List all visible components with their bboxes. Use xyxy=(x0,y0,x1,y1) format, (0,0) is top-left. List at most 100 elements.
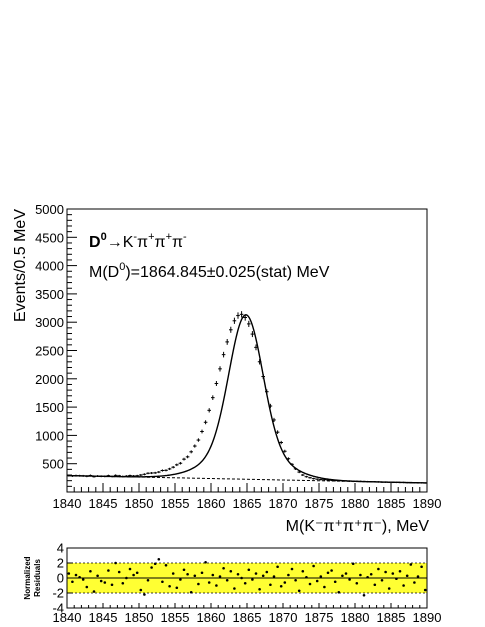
data-point xyxy=(243,314,247,321)
y-tick-label: 5000 xyxy=(35,202,64,217)
data-point xyxy=(74,474,78,477)
residual-x-tick-label: 1850 xyxy=(125,610,154,625)
residual-point xyxy=(387,587,391,590)
mass-part-value: )=1864.845±0.025(stat) MeV xyxy=(125,264,329,281)
x-axis-title: M(K⁻π⁺π⁺π⁻), MeV xyxy=(286,518,430,535)
residual-point xyxy=(251,578,254,581)
data-point xyxy=(99,475,103,478)
residual-point xyxy=(341,574,344,578)
residual-point xyxy=(319,575,323,578)
residual-point xyxy=(92,590,96,593)
data-point xyxy=(279,440,283,445)
residual-x-tick-label: 1880 xyxy=(341,610,370,625)
residual-point xyxy=(261,574,265,578)
residual-point xyxy=(150,566,153,569)
data-point xyxy=(419,482,424,484)
data-point xyxy=(347,480,352,482)
residual-point xyxy=(247,568,251,572)
residual-point xyxy=(74,573,78,577)
data-point xyxy=(423,482,427,484)
data-point xyxy=(221,351,226,358)
residuals-y-axis-title-line1: Normalized xyxy=(23,556,32,599)
x-tick-label: 1840 xyxy=(53,496,82,511)
data-point xyxy=(376,481,381,483)
y-tick-label: 500 xyxy=(42,457,64,472)
data-point xyxy=(297,471,301,474)
data-point xyxy=(380,481,384,483)
residual-point xyxy=(204,560,207,564)
residual-point xyxy=(225,578,229,582)
data-point xyxy=(139,474,143,477)
residual-point xyxy=(132,573,135,577)
residual-point xyxy=(189,590,193,594)
data-point xyxy=(326,479,330,481)
x-tick-label: 1865 xyxy=(233,496,262,511)
x-tick-label: 1860 xyxy=(197,496,226,511)
data-point xyxy=(171,466,175,469)
data-point xyxy=(164,469,168,472)
residual-x-tick-label: 1890 xyxy=(413,610,442,625)
data-point xyxy=(200,429,204,434)
x-tick-label: 1855 xyxy=(161,496,190,511)
residual-point xyxy=(243,581,247,585)
decay-part-d: D xyxy=(89,234,101,251)
data-point xyxy=(70,475,75,477)
residual-point xyxy=(330,569,333,572)
data-point xyxy=(131,475,136,477)
data-point xyxy=(405,481,409,484)
residual-point xyxy=(380,578,384,582)
data-point xyxy=(337,479,341,482)
data-point xyxy=(355,480,359,483)
decay-part-d-charge: 0 xyxy=(101,231,107,243)
data-point xyxy=(189,450,193,454)
data-point xyxy=(211,395,215,400)
residual-x-tick-label: 1875 xyxy=(305,610,334,625)
residual-point xyxy=(182,568,186,572)
residual-x-tick-label: 1870 xyxy=(269,610,298,625)
data-point xyxy=(117,474,121,477)
residual-point xyxy=(351,562,355,566)
data-point xyxy=(286,457,291,461)
residual-point xyxy=(362,593,366,597)
residual-point xyxy=(153,562,157,566)
data-point xyxy=(329,479,334,482)
data-point xyxy=(315,478,319,481)
residual-point xyxy=(207,581,211,584)
data-point xyxy=(157,471,161,474)
main-y-axis-ticks: 500 1000 1500 2000 2500 3000 3500 4000 4500 5000 xyxy=(35,202,77,487)
residual-point xyxy=(413,581,416,584)
residual-point xyxy=(283,581,287,584)
data-point xyxy=(239,311,244,318)
x-tick-label: 1850 xyxy=(125,496,154,511)
data-point xyxy=(391,481,395,484)
residual-point xyxy=(333,580,337,584)
residual-point xyxy=(254,572,258,575)
residual-x-tick-label: 1845 xyxy=(89,610,118,625)
decay-part-pi2: π xyxy=(155,234,166,251)
residual-point xyxy=(143,593,146,596)
residuals-panel: 1840 1845 1850 1855 1860 1865 1870 1875 1880 1885… xyxy=(23,541,441,626)
residual-point xyxy=(179,578,182,581)
residual-point xyxy=(355,581,359,585)
data-point xyxy=(398,481,402,484)
data-point xyxy=(257,359,262,365)
residual-point xyxy=(323,585,326,589)
data-point xyxy=(265,389,269,395)
residual-point xyxy=(276,565,279,569)
residual-point xyxy=(384,570,387,574)
data-point xyxy=(340,480,345,482)
residual-point xyxy=(301,569,305,573)
residual-point xyxy=(197,582,200,586)
residual-point xyxy=(171,572,175,575)
data-point xyxy=(387,481,391,483)
residual-point xyxy=(135,571,139,575)
residual-point xyxy=(211,573,215,577)
data-point xyxy=(247,320,251,327)
residual-point xyxy=(229,569,233,573)
total-fit-curve xyxy=(66,314,428,484)
residual-y-tick-label: -4 xyxy=(52,601,64,616)
x-tick-label: 1890 xyxy=(413,496,442,511)
residual-point xyxy=(420,565,423,569)
x-tick-label: 1845 xyxy=(89,496,118,511)
